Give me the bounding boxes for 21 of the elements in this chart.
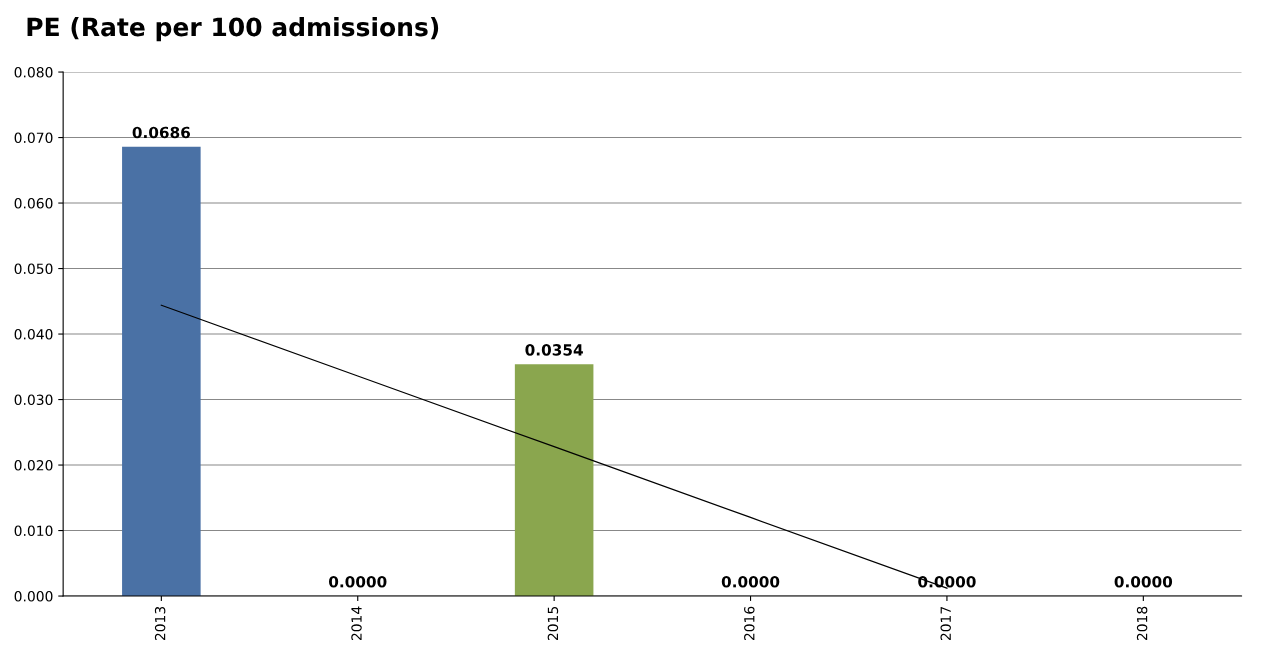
y-tick-label: 0.050 bbox=[14, 263, 53, 275]
data-label: 0.0000 bbox=[329, 575, 387, 588]
y-tick-label: 0.040 bbox=[14, 329, 53, 340]
data-label: 0.0000 bbox=[1114, 575, 1173, 588]
y-tick-label: 0.080 bbox=[14, 67, 53, 78]
y-tick-label: 0.020 bbox=[14, 460, 53, 471]
x-tick-label: 2013 bbox=[154, 606, 166, 641]
x-tick-label: 2014 bbox=[351, 606, 362, 641]
data-label: 0.0686 bbox=[132, 126, 191, 139]
data-label: 0.0354 bbox=[525, 344, 583, 356]
chart-title: PE (Rate per 100 admissions) bbox=[27, 17, 439, 42]
x-tick-label: 2018 bbox=[1136, 606, 1148, 641]
y-tick-label: 0.060 bbox=[14, 198, 53, 209]
y-tick-label: 0.070 bbox=[14, 132, 53, 144]
data-label: 0.0000 bbox=[721, 575, 780, 588]
x-tick-label: 2017 bbox=[940, 606, 951, 641]
x-tick-label: 2016 bbox=[744, 606, 755, 641]
y-tick-label: 0.030 bbox=[14, 394, 53, 406]
y-tick-label: 0.010 bbox=[14, 525, 53, 537]
x-tick-label: 2015 bbox=[547, 606, 559, 641]
y-tick-label: 0.000 bbox=[14, 591, 53, 602]
